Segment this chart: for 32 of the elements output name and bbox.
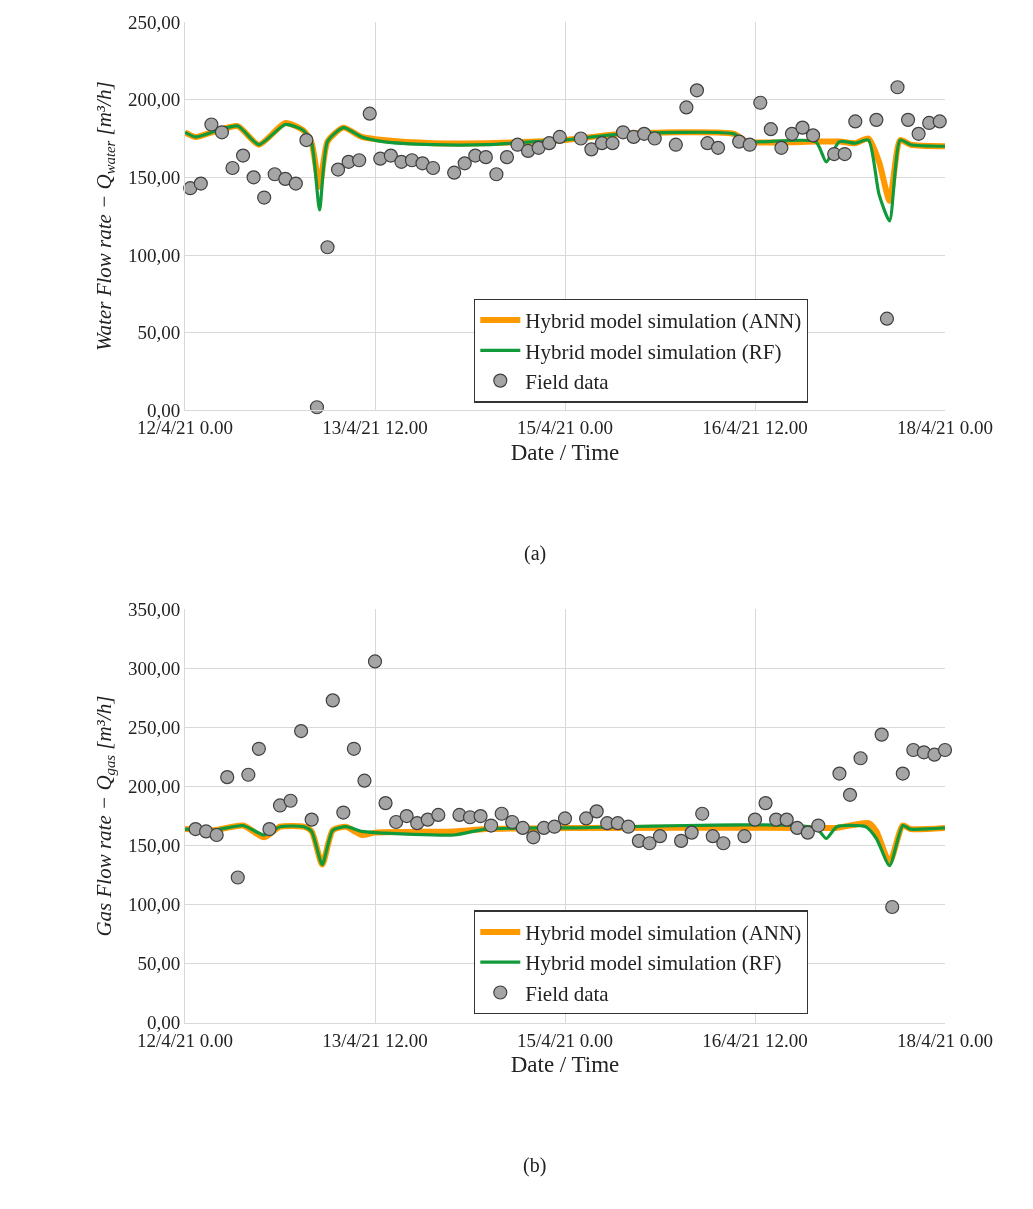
legend-label: Field data — [525, 981, 610, 1006]
x-tick-label: 13/4/21 12.00 — [322, 417, 428, 439]
legend-label: Hybrid model simulation (RF) — [525, 339, 782, 364]
y-tick-label: 100,00 — [127, 894, 181, 916]
y-tick-label: 350,00 — [127, 599, 181, 621]
text: (a) — [524, 542, 547, 565]
y-tick-label: 100,00 — [127, 244, 181, 266]
y-tick-label: 0,00 — [146, 1012, 181, 1034]
legend-label: Hybrid model simulation (ANN) — [525, 309, 802, 334]
x-tick-label: 15/4/21 0.00 — [516, 417, 614, 439]
x-tick-label: 16/4/21 12.00 — [702, 417, 808, 439]
x-tick-label: 18/4/21 0.00 — [896, 1029, 994, 1051]
x-axis-title: Date / Time — [510, 439, 620, 465]
y-tick-label: 300,00 — [127, 658, 181, 680]
x-axis-title: Date / Time — [510, 1052, 620, 1078]
x-tick-label: 16/4/21 12.00 — [702, 1029, 808, 1051]
y-tick-label: 200,00 — [127, 89, 181, 111]
y-tick-label: 50,00 — [137, 953, 181, 975]
text: (b) — [523, 1154, 547, 1177]
legend-label: Hybrid model simulation (RF) — [525, 951, 782, 976]
x-tick-label: 13/4/21 12.00 — [322, 1029, 428, 1051]
x-tick-label: 15/4/21 0.00 — [516, 1029, 614, 1051]
y-tick-label: 250,00 — [127, 717, 181, 739]
x-tick-label: 18/4/21 0.00 — [896, 417, 994, 439]
legend-label: Hybrid model simulation (ANN) — [525, 921, 802, 946]
y-tick-label: 50,00 — [137, 322, 181, 344]
y-tick-label: 0,00 — [146, 399, 181, 421]
y-tick-label: 200,00 — [127, 776, 181, 798]
y-tick-label: 150,00 — [127, 166, 181, 188]
legend-label: Field data — [525, 369, 610, 394]
y-tick-label: 250,00 — [127, 11, 181, 33]
y-tick-label: 150,00 — [127, 835, 181, 857]
